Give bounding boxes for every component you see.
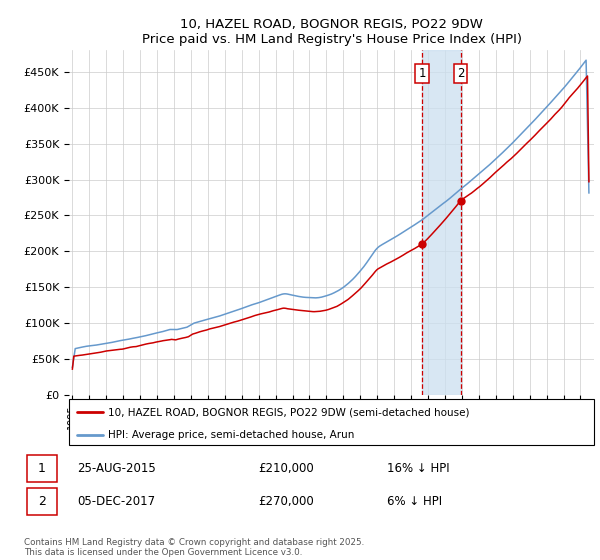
Bar bbox=[27, 488, 58, 515]
Title: 10, HAZEL ROAD, BOGNOR REGIS, PO22 9DW
Price paid vs. HM Land Registry's House P: 10, HAZEL ROAD, BOGNOR REGIS, PO22 9DW P… bbox=[142, 18, 521, 46]
Text: £270,000: £270,000 bbox=[259, 495, 314, 508]
Bar bbox=[422, 50, 461, 395]
Text: 1: 1 bbox=[38, 462, 46, 475]
Text: £210,000: £210,000 bbox=[259, 462, 314, 475]
Text: 1: 1 bbox=[418, 67, 426, 80]
Text: HPI: Average price, semi-detached house, Arun: HPI: Average price, semi-detached house,… bbox=[109, 430, 355, 440]
Text: 2: 2 bbox=[457, 67, 464, 80]
Text: Contains HM Land Registry data © Crown copyright and database right 2025.
This d: Contains HM Land Registry data © Crown c… bbox=[24, 538, 364, 557]
Text: 16% ↓ HPI: 16% ↓ HPI bbox=[387, 462, 449, 475]
Text: 25-AUG-2015: 25-AUG-2015 bbox=[77, 462, 156, 475]
Text: 2: 2 bbox=[38, 495, 46, 508]
Text: 05-DEC-2017: 05-DEC-2017 bbox=[77, 495, 155, 508]
Text: 10, HAZEL ROAD, BOGNOR REGIS, PO22 9DW (semi-detached house): 10, HAZEL ROAD, BOGNOR REGIS, PO22 9DW (… bbox=[109, 407, 470, 417]
Bar bbox=[27, 455, 58, 482]
Text: 6% ↓ HPI: 6% ↓ HPI bbox=[387, 495, 442, 508]
